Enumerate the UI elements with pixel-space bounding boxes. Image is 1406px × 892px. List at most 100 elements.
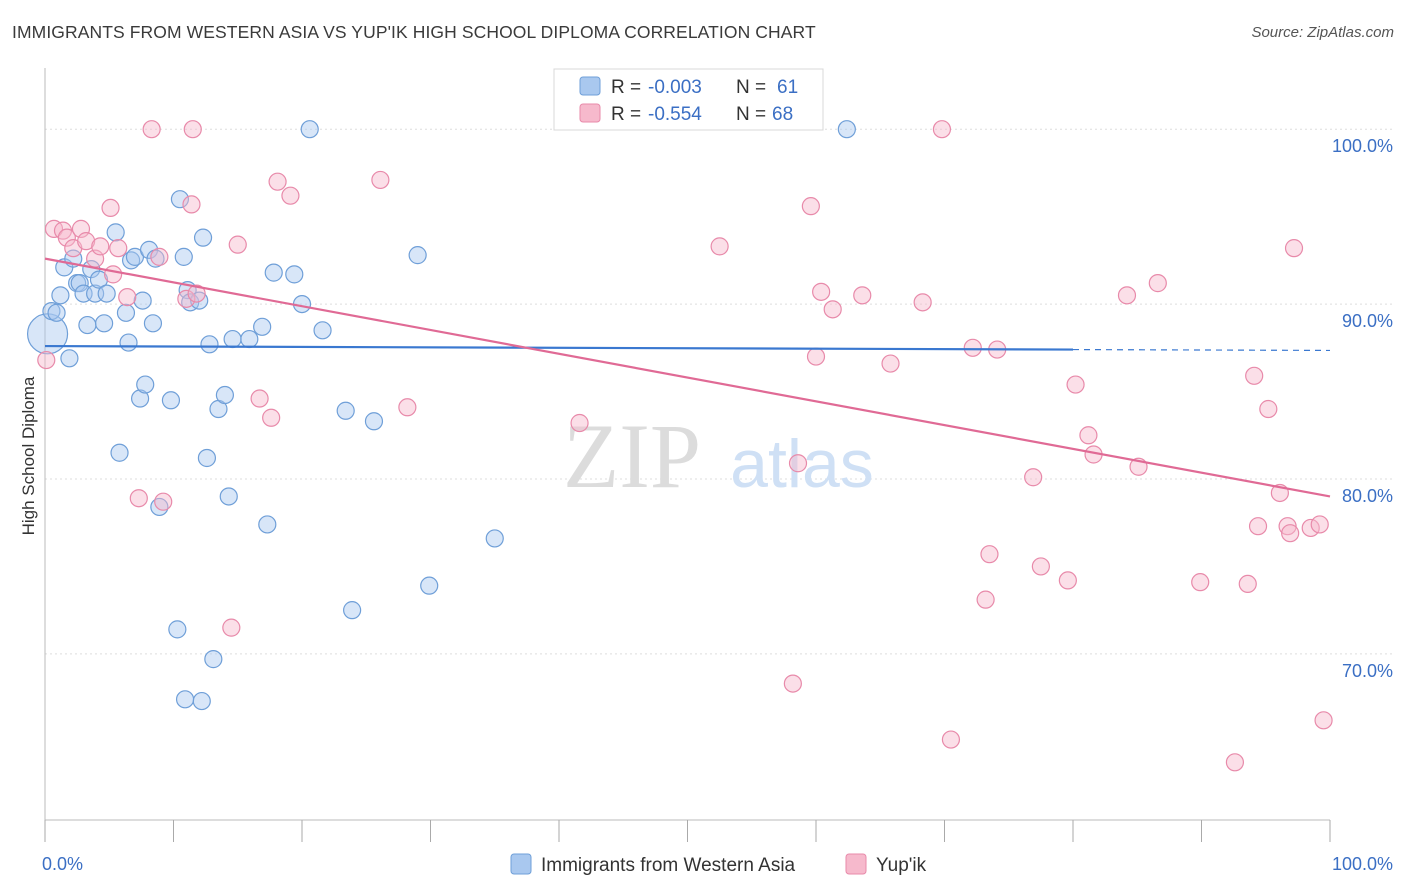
point-western-asia bbox=[95, 314, 114, 333]
point-western-asia bbox=[106, 223, 125, 242]
watermark: ZIP atlas bbox=[563, 405, 874, 507]
chart-title: IMMIGRANTS FROM WESTERN ASIA VS YUP'IK H… bbox=[12, 22, 816, 42]
point-yupik bbox=[398, 398, 417, 417]
legend-n-label-1: N = bbox=[736, 77, 766, 98]
point-yupik bbox=[44, 219, 64, 238]
point-yupik bbox=[1225, 753, 1245, 772]
point-yupik bbox=[371, 170, 390, 190]
point-yupik bbox=[177, 289, 196, 308]
point-yupik bbox=[980, 545, 999, 564]
point-western-asia bbox=[258, 515, 277, 534]
point-yupik bbox=[104, 265, 123, 284]
point-yupik bbox=[1245, 366, 1264, 385]
point-western-asia bbox=[168, 620, 187, 639]
point-western-asia bbox=[161, 391, 181, 410]
grid-layer bbox=[45, 128, 1392, 655]
trend-line-yupik bbox=[44, 257, 1331, 498]
point-western-asia bbox=[192, 691, 211, 711]
legend-r-label-2: R = bbox=[611, 104, 641, 125]
point-western-asia bbox=[97, 284, 116, 303]
point-yupik bbox=[154, 492, 173, 511]
point-western-asia bbox=[197, 448, 217, 468]
point-western-asia bbox=[174, 247, 193, 266]
trend-line-western-asia bbox=[44, 344, 1074, 351]
point-western-asia bbox=[110, 443, 129, 462]
legend-r-value-2: -0.554 bbox=[648, 104, 702, 125]
point-western-asia bbox=[215, 385, 234, 405]
point-yupik bbox=[932, 120, 952, 139]
point-yupik bbox=[801, 197, 820, 216]
point-western-asia bbox=[313, 321, 332, 340]
point-western-asia bbox=[78, 315, 97, 335]
point-yupik bbox=[183, 120, 202, 139]
point-yupik bbox=[129, 489, 148, 508]
point-yupik bbox=[91, 237, 110, 256]
point-yupik bbox=[710, 237, 729, 256]
stats-legend: R = -0.003 N = 61 R = -0.554 N = 68 bbox=[553, 68, 824, 131]
trend-layer bbox=[44, 257, 1331, 498]
point-yupik bbox=[150, 247, 169, 266]
point-western-asia bbox=[485, 529, 504, 548]
point-yupik bbox=[1066, 375, 1085, 394]
point-yupik bbox=[187, 284, 206, 303]
point-yupik bbox=[222, 618, 241, 637]
point-yupik bbox=[250, 389, 269, 408]
point-yupik bbox=[1117, 286, 1137, 305]
point-western-asia bbox=[364, 412, 384, 431]
point-yupik bbox=[1024, 468, 1043, 487]
point-yupik bbox=[1278, 517, 1297, 536]
chart-source: Source: ZipAtlas.com bbox=[1251, 24, 1394, 41]
point-yupik bbox=[812, 282, 831, 301]
point-western-asia bbox=[240, 329, 259, 349]
point-yupik bbox=[1248, 517, 1268, 536]
y-tick-label: 70.0% bbox=[1342, 661, 1393, 681]
point-western-asia bbox=[119, 333, 138, 352]
point-yupik bbox=[268, 172, 287, 191]
point-yupik bbox=[37, 350, 56, 370]
point-western-asia bbox=[223, 329, 242, 349]
point-western-asia bbox=[219, 487, 238, 506]
point-yupik bbox=[262, 408, 281, 427]
point-western-asia bbox=[133, 291, 152, 310]
point-yupik bbox=[853, 286, 872, 305]
legend-n-value-2: 68 bbox=[772, 104, 793, 125]
point-yupik bbox=[1281, 524, 1300, 543]
point-yupik bbox=[77, 232, 96, 251]
point-yupik bbox=[823, 300, 842, 319]
point-western-asia bbox=[89, 270, 109, 289]
point-yupik bbox=[788, 454, 808, 473]
point-western-asia bbox=[175, 690, 195, 709]
y-tick-label: 80.0% bbox=[1342, 486, 1393, 506]
x-tick-label-max: 100.0% bbox=[1332, 854, 1393, 874]
point-western-asia bbox=[60, 349, 79, 368]
point-yupik bbox=[1284, 239, 1304, 258]
bottom-legend-swatch-pink bbox=[845, 853, 867, 875]
point-yupik bbox=[1148, 274, 1167, 293]
point-yupik bbox=[1058, 571, 1077, 590]
point-yupik bbox=[963, 338, 982, 357]
point-yupik bbox=[228, 235, 247, 254]
trend-line-western-asia-extension bbox=[1072, 348, 1331, 352]
points-layer bbox=[26, 120, 1333, 772]
point-yupik bbox=[783, 674, 802, 693]
point-yupik bbox=[881, 354, 900, 373]
point-western-asia bbox=[204, 650, 223, 669]
point-western-asia bbox=[143, 314, 163, 333]
point-yupik bbox=[57, 228, 76, 247]
point-yupik bbox=[281, 186, 300, 205]
point-western-asia bbox=[130, 389, 150, 408]
point-yupik bbox=[101, 198, 120, 218]
point-western-asia bbox=[285, 265, 304, 284]
point-western-asia bbox=[193, 228, 213, 247]
legend-n-value-1: 61 bbox=[777, 77, 798, 98]
point-western-asia bbox=[170, 190, 190, 209]
point-western-asia bbox=[116, 303, 136, 322]
bottom-legend-label-pink: Yup'ik bbox=[876, 855, 927, 876]
watermark-atlas: atlas bbox=[730, 426, 874, 502]
legend-swatch-pink bbox=[579, 103, 601, 123]
point-western-asia bbox=[300, 120, 319, 139]
watermark-zip: ZIP bbox=[563, 405, 701, 507]
legend-r-value-1: -0.003 bbox=[648, 77, 702, 98]
y-tick-label: 90.0% bbox=[1342, 311, 1393, 331]
